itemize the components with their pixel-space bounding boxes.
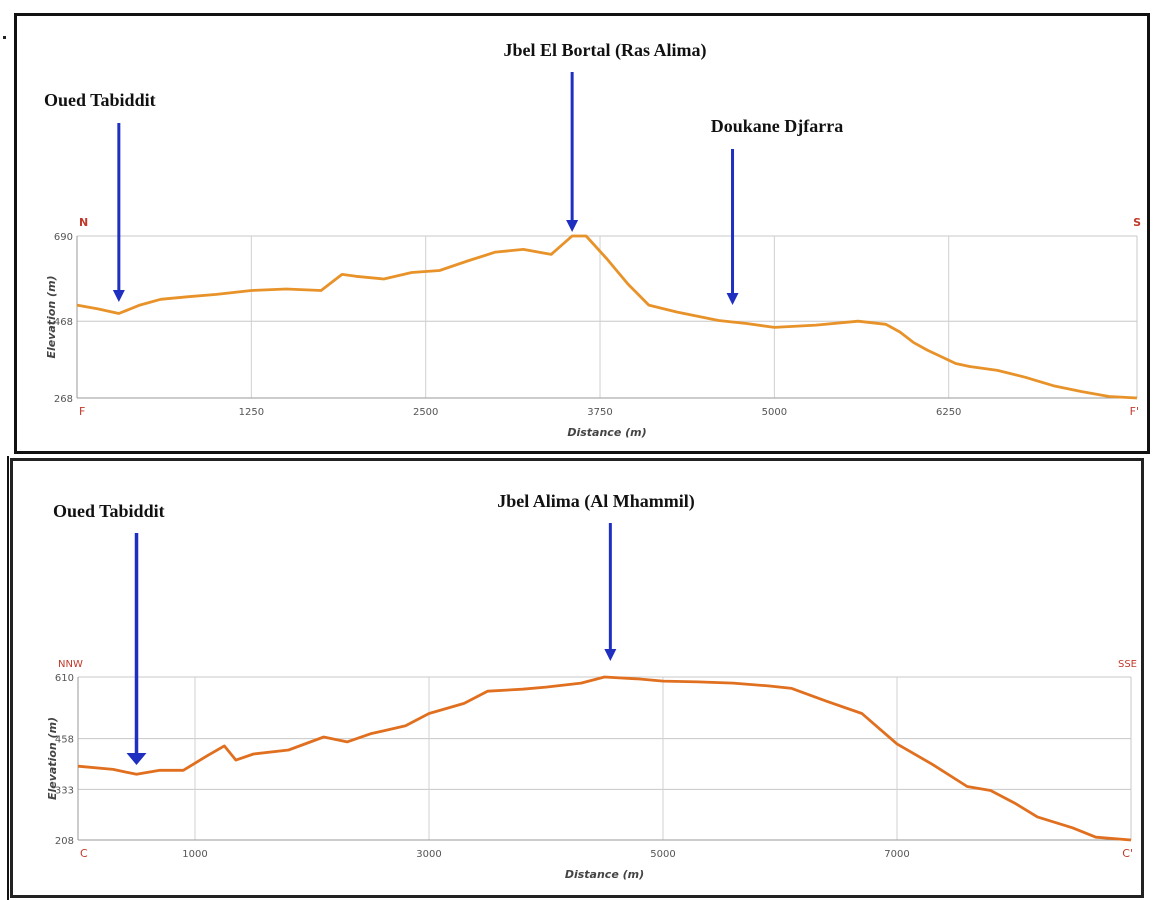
y-axis-title: Elevation (m) bbox=[46, 717, 59, 800]
annotation-label: Doukane Djfarra bbox=[711, 116, 844, 136]
stray-dot bbox=[3, 36, 6, 39]
x-tick-label: 1000 bbox=[182, 849, 207, 860]
x-tick-label: 6250 bbox=[936, 407, 961, 418]
direction-label-end: SSE bbox=[1118, 659, 1137, 670]
profile-chart-top: 268 468 690 1250 2500 3750 5000 6250 Distance (m… bbox=[14, 13, 1150, 454]
x-axis-title: Distance (m) bbox=[567, 426, 646, 439]
annotation-arrow-head bbox=[112, 290, 125, 302]
y-tick-label: 458 bbox=[55, 735, 74, 746]
elevation-profile-line bbox=[77, 675, 1132, 842]
profile-start-label: F bbox=[79, 405, 85, 418]
annotation-arrow-head bbox=[726, 293, 739, 305]
x-tick-label: 2500 bbox=[413, 407, 438, 418]
y-axis-title: Elevation (m) bbox=[45, 275, 58, 358]
elevation-profile-line bbox=[76, 234, 1138, 400]
panel-left-rule bbox=[7, 456, 9, 900]
x-tick-label: 5000 bbox=[650, 849, 675, 860]
direction-label-start: N bbox=[79, 216, 88, 229]
x-tick-label: 3750 bbox=[587, 407, 612, 418]
x-tick-label: 5000 bbox=[762, 407, 787, 418]
annotation-arrow-head bbox=[126, 753, 147, 765]
direction-label-start: NNW bbox=[58, 659, 83, 670]
x-tick-label: 7000 bbox=[884, 849, 909, 860]
profile-plot-bottom: 208 333 458 610 1000 3000 5000 7000 Distance (m)… bbox=[46, 491, 1137, 881]
y-tick-label: 468 bbox=[54, 317, 73, 328]
y-tick-label: 610 bbox=[55, 673, 74, 684]
annotation-arrow-head bbox=[566, 220, 579, 232]
profile-chart-bottom: 208 333 458 610 1000 3000 5000 7000 Distance (m)… bbox=[10, 458, 1144, 898]
profile-end-label: F' bbox=[1130, 405, 1139, 418]
x-tick-label: 1250 bbox=[239, 407, 264, 418]
annotation-label: Jbel Alima (Al Mhammil) bbox=[497, 491, 694, 512]
annotation-label: Oued Tabiddit bbox=[53, 501, 165, 521]
y-tick-label: 333 bbox=[55, 785, 74, 796]
y-tick-label: 268 bbox=[54, 394, 73, 405]
annotation-label: Jbel El Bortal (Ras Alima) bbox=[504, 40, 707, 61]
profile-start-label: C bbox=[80, 847, 88, 860]
direction-label-end: S bbox=[1133, 216, 1141, 229]
annotation-arrow-head bbox=[604, 649, 617, 661]
profile-plot-top: 268 468 690 1250 2500 3750 5000 6250 Distance (m… bbox=[44, 40, 1141, 439]
x-axis-title: Distance (m) bbox=[565, 868, 644, 881]
x-tick-label: 3000 bbox=[416, 849, 441, 860]
annotation-label: Oued Tabiddit bbox=[44, 90, 156, 110]
y-tick-label: 690 bbox=[54, 232, 73, 243]
y-tick-label: 208 bbox=[55, 836, 74, 847]
profile-end-label: C' bbox=[1122, 847, 1133, 860]
